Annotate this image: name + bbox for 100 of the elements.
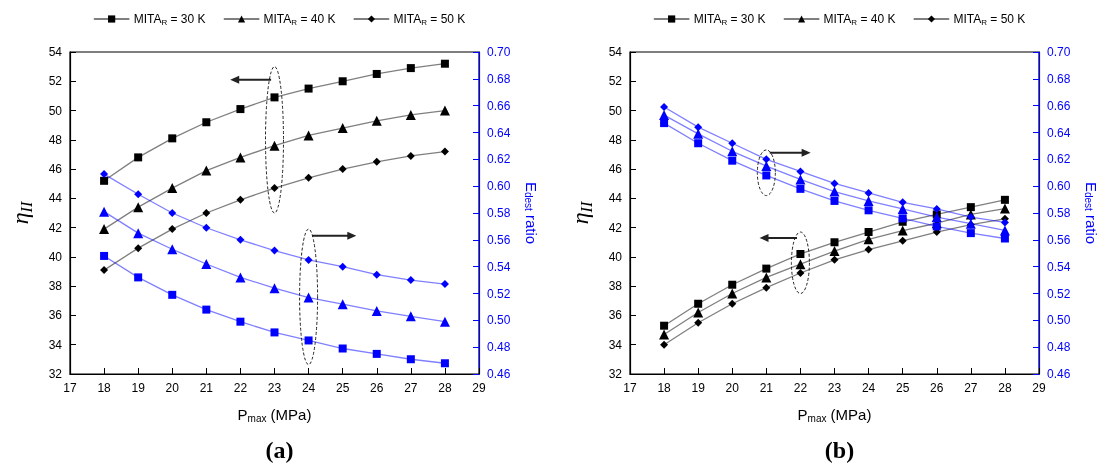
y2-tick-label: 0.52 [1047,286,1071,301]
point [338,262,347,271]
x-tick-label: 26 [930,381,944,395]
point [796,184,805,193]
point [405,109,416,120]
point [372,270,381,279]
point [304,336,313,345]
point [796,269,805,278]
point [168,290,177,299]
x-tick-label: 22 [793,381,808,395]
point [201,165,212,176]
y2-tick-label: 0.64 [487,125,511,140]
y-tick-label: 44 [48,191,63,206]
x-tick-label: 28 [438,381,452,395]
x-tick-label: 29 [1032,381,1046,395]
y2-tick-label: 0.60 [487,179,511,194]
point [406,276,415,285]
point [372,69,381,78]
y-tick-label: 52 [608,74,623,89]
x-tick-label: 27 [404,381,418,395]
y-tick-label: 32 [608,367,623,381]
point [439,105,450,116]
point [693,307,704,318]
point [796,249,805,258]
point [830,255,839,264]
point [761,272,772,283]
y2-tick-label: 0.50 [1047,313,1071,328]
point [440,147,449,156]
point [270,328,279,337]
y-tick-label: 38 [608,279,623,294]
y-axis-title: ηII [567,201,595,225]
x-tick-label: 25 [895,381,910,395]
y2-tick-label: 0.56 [1047,232,1071,247]
point [966,213,975,222]
point [236,235,245,244]
x-tick-label: 24 [301,381,316,395]
x-tick-label: 18 [97,381,112,395]
point [694,318,703,327]
point [829,186,840,197]
y-tick-label: 48 [48,132,63,147]
y-tick-label: 36 [48,308,63,323]
point [168,209,177,217]
point [406,355,415,364]
x-tick-label: 21 [199,381,214,395]
point [100,266,109,275]
point [99,206,110,217]
point [966,229,975,238]
y2-tick-label: 0.62 [487,152,511,167]
y-tick-label: 34 [608,337,623,352]
x-tick-label: 17 [623,381,637,395]
y-tick-label: 46 [48,162,63,177]
x-tick-label: 21 [759,381,774,395]
point [439,316,450,327]
point [372,157,381,166]
point [898,236,907,245]
x-tick-label: 28 [998,381,1012,395]
y2-tick-label: 0.56 [487,232,511,247]
y2-tick-label: 0.62 [1047,152,1071,167]
point [134,190,143,199]
y2-tick-label: 0.58 [487,206,511,220]
text: (b) [824,437,855,463]
point [270,93,279,102]
y-tick-label: 36 [608,308,623,323]
point [660,321,669,330]
point [932,204,941,213]
point [202,209,211,217]
point [371,115,382,126]
point [405,311,416,322]
x-tick-label: 25 [335,381,350,395]
point [830,196,839,205]
point [440,280,449,289]
point [795,259,806,270]
point [728,156,737,165]
point [440,359,449,368]
point [1000,218,1009,227]
point [727,146,738,157]
point [659,110,670,121]
y2-tick-label: 0.48 [487,340,511,355]
point [897,225,908,236]
point [337,123,348,134]
point [202,305,211,314]
point [134,273,143,282]
y-tick-label: 42 [48,220,63,235]
y-tick-label: 32 [48,367,63,381]
y-tick-label: 40 [48,249,63,264]
point [168,225,177,234]
point [898,198,907,207]
y-tick-label: 40 [608,249,623,264]
y-tick-label: 42 [608,220,623,235]
y2-axis-title: Edest ratio [522,181,541,245]
point [236,105,245,114]
x-tick-label: 19 [131,381,146,395]
point [932,222,941,231]
point [134,244,143,253]
point [694,299,703,308]
point [202,223,211,232]
point [201,258,212,269]
point [694,139,703,148]
point [303,292,314,303]
point [100,170,109,179]
